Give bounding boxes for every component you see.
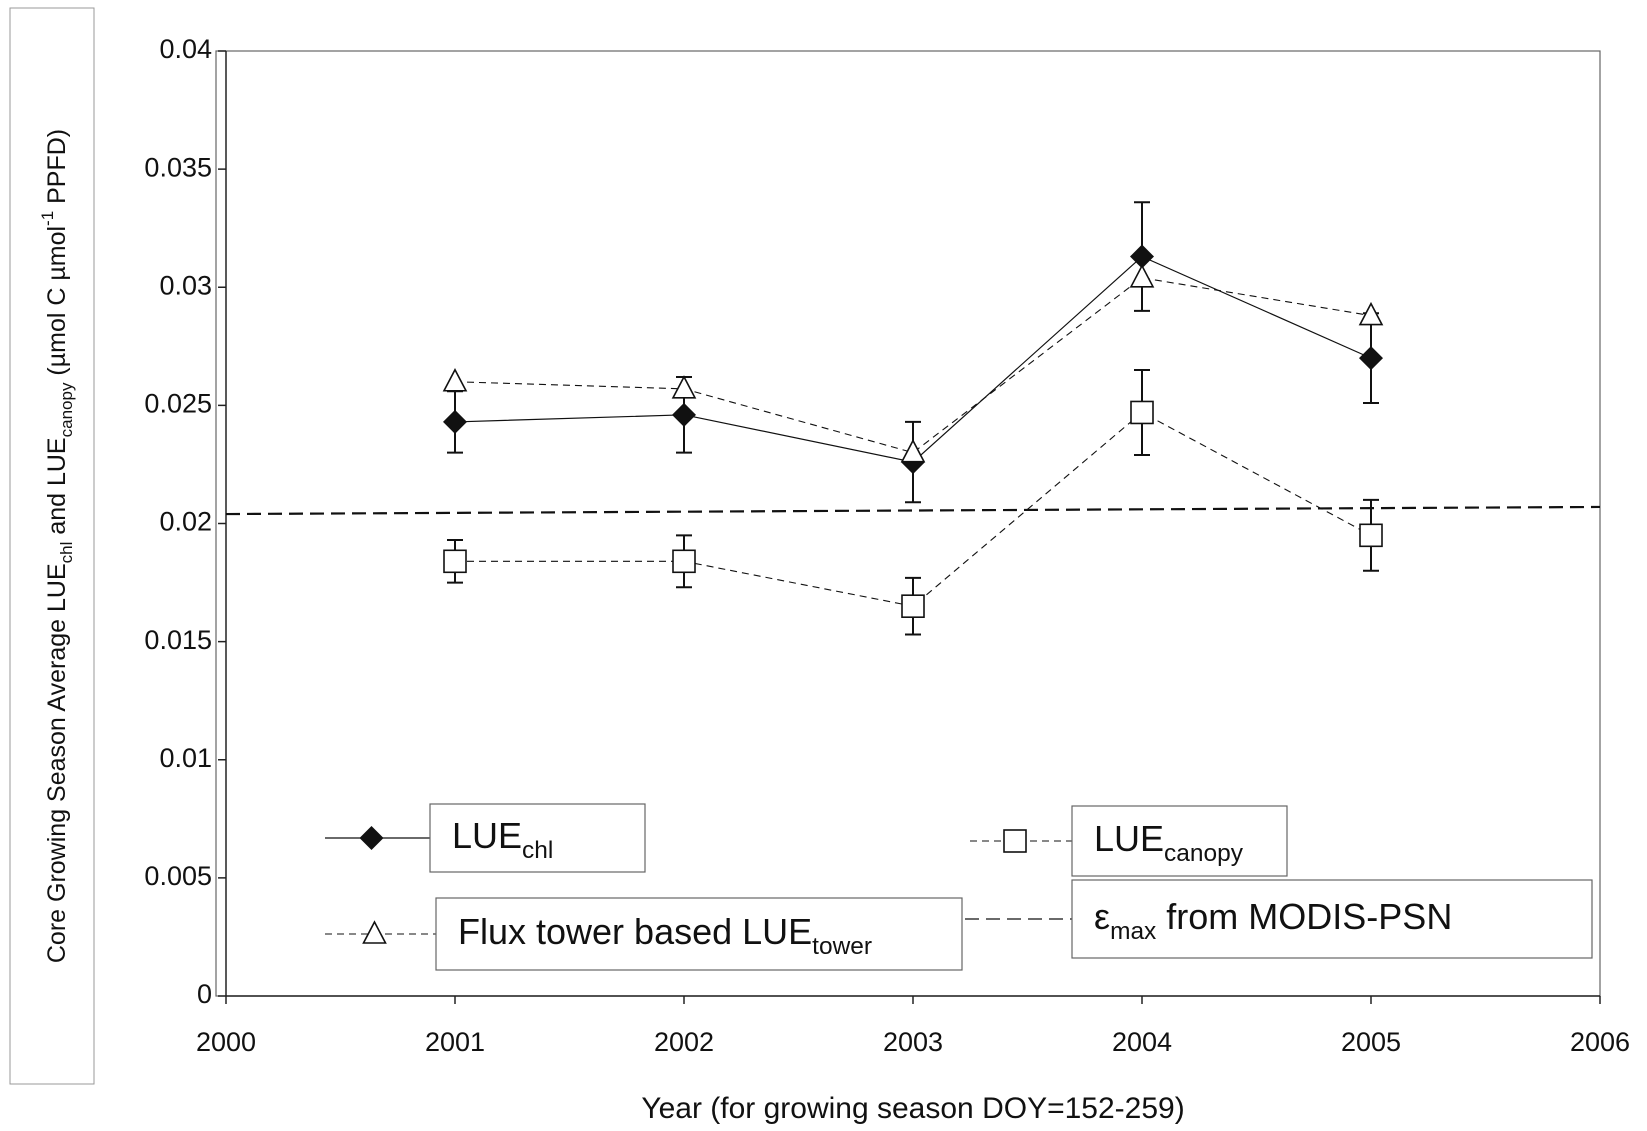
diamond-marker <box>359 826 384 850</box>
text-part: and LUE <box>43 437 71 541</box>
text-part: canopy <box>57 382 76 437</box>
legend-label: Flux tower based LUEtower <box>458 911 872 960</box>
triangle-marker <box>671 375 697 399</box>
text-part: Flux tower based LUE <box>458 911 812 952</box>
y-tick-label: 0 <box>197 979 212 1009</box>
plot-frame <box>215 50 1601 997</box>
y-tick-label: 0.02 <box>159 507 212 537</box>
series-line <box>454 277 1372 454</box>
text-part: from MODIS-PSN <box>1156 896 1452 937</box>
text-part: Core Growing Season Average LUE <box>43 563 71 963</box>
text-part: tower <box>812 933 872 960</box>
square-marker <box>443 549 467 574</box>
square-marker <box>901 594 925 618</box>
triangle-marker <box>362 920 387 944</box>
x-axis-label: Year (for growing season DOY=152-259) <box>641 1092 1184 1125</box>
y-tick-label: 0.035 <box>144 152 212 182</box>
legend-label: εmax from MODIS-PSN <box>1094 896 1452 945</box>
text-part: (µmol C µmol <box>43 226 71 383</box>
text-part: chl <box>57 542 76 564</box>
legend-label: LUEcanopy <box>1094 818 1244 867</box>
y-tick-label: 0.015 <box>144 625 212 655</box>
diamond-marker <box>443 409 467 434</box>
diamond-marker <box>1130 244 1154 269</box>
legend-box <box>1071 879 1593 959</box>
y-tick-label: 0.025 <box>144 389 212 419</box>
y-tick-label: 0.005 <box>144 861 212 891</box>
text-part: LUE <box>1094 818 1164 859</box>
diamond-marker <box>672 402 696 427</box>
series-line <box>225 505 1601 516</box>
x-tick-label: 2000 <box>196 1027 256 1057</box>
x-tick-label: 2004 <box>1112 1027 1172 1057</box>
diamond-marker <box>1359 346 1383 371</box>
text-part: canopy <box>1164 840 1244 867</box>
text-part: ε <box>1094 896 1110 937</box>
y-axis-label: Core Growing Season Average LUEchl and L… <box>38 129 76 963</box>
text-part: PPFD) <box>43 129 71 211</box>
legend-box <box>435 897 963 971</box>
legend-box <box>1071 805 1288 877</box>
y-tick-label: 0.04 <box>159 34 212 64</box>
y-tick-label: 0.01 <box>159 743 212 773</box>
x-tick-label: 2001 <box>425 1027 485 1057</box>
square-marker <box>1359 523 1383 548</box>
triangle-marker <box>442 368 468 392</box>
y-tick-label: 0.03 <box>159 270 212 300</box>
x-tick-label: 2002 <box>654 1027 714 1057</box>
square-marker <box>1130 400 1154 425</box>
text-part: -1 <box>38 211 57 226</box>
text-part: chl <box>522 837 553 864</box>
text-part: LUE <box>452 815 522 856</box>
square-marker <box>672 549 696 574</box>
triangle-marker <box>900 438 926 463</box>
legend-box <box>429 803 646 873</box>
legend-label: LUEchl <box>452 815 553 864</box>
square-marker <box>1003 829 1027 853</box>
triangle-marker <box>1129 264 1155 288</box>
x-tick-label: 2006 <box>1570 1027 1630 1057</box>
ylabel-box <box>9 7 95 1085</box>
text-part: max <box>1110 918 1156 945</box>
x-tick-label: 2005 <box>1341 1027 1401 1057</box>
x-tick-label: 2003 <box>883 1027 943 1057</box>
triangle-marker <box>1358 301 1384 326</box>
